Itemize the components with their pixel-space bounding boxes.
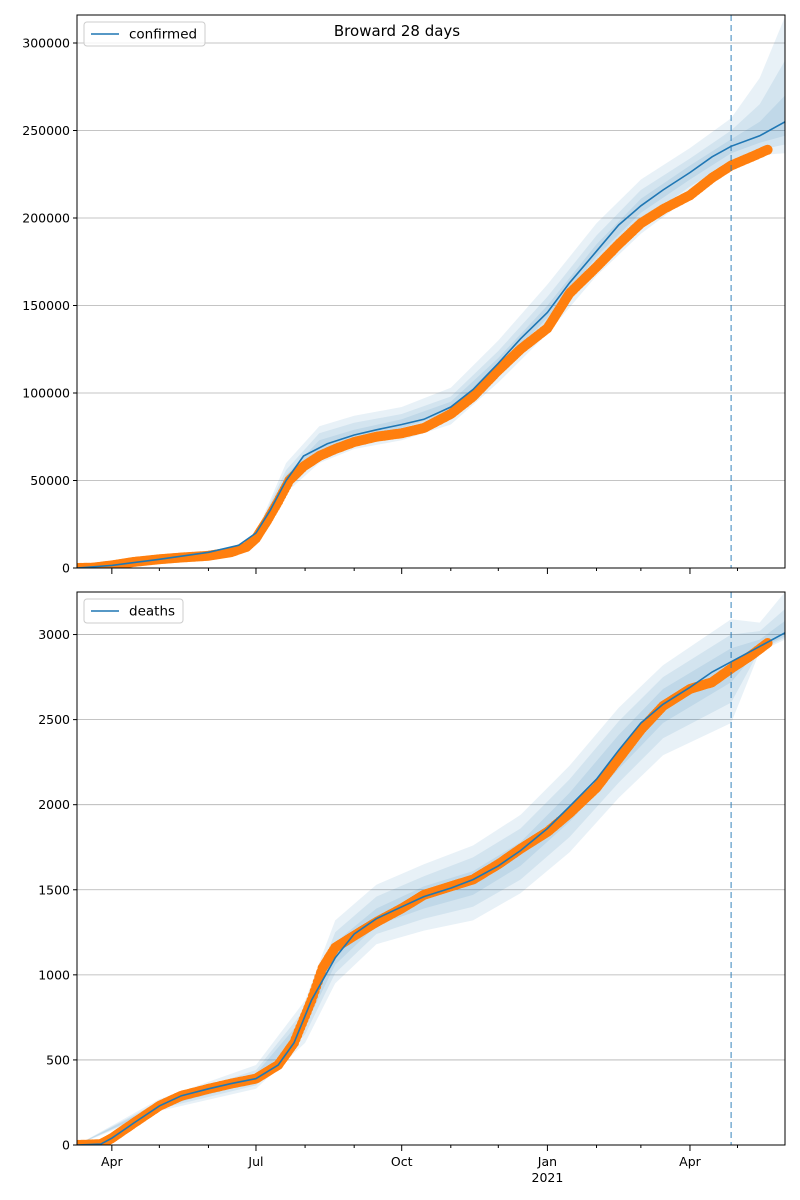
confidence-band bbox=[77, 620, 785, 1145]
y-tick-label: 1500 bbox=[38, 882, 70, 897]
model-line bbox=[77, 632, 785, 1145]
year-label: 2021 bbox=[532, 1170, 564, 1185]
y-tick-label: 2000 bbox=[38, 797, 70, 812]
y-tick-label: 500 bbox=[46, 1052, 70, 1067]
legend-box bbox=[83, 598, 184, 624]
figure-title: Broward 28 days bbox=[334, 22, 460, 40]
legend-label: confirmed bbox=[129, 27, 197, 43]
x-tick-label: Jan bbox=[537, 1154, 557, 1169]
y-tick-label: 50000 bbox=[30, 473, 70, 488]
plot-area bbox=[77, 15, 785, 568]
legend-box bbox=[83, 21, 206, 47]
y-tick-label: 3000 bbox=[38, 627, 70, 642]
axes-frame bbox=[76, 591, 786, 1146]
legend: confirmed bbox=[83, 21, 206, 47]
legend-label: deaths bbox=[129, 604, 175, 620]
observed-point bbox=[762, 144, 773, 155]
plot-area bbox=[77, 592, 785, 1145]
axes-frame bbox=[76, 14, 786, 569]
x-tick-label: Jul bbox=[247, 1154, 263, 1169]
y-tick-label: 250000 bbox=[22, 123, 70, 138]
y-tick-label: 0 bbox=[62, 1138, 70, 1153]
x-tick-label: Apr bbox=[101, 1154, 123, 1169]
confidence-band bbox=[77, 592, 785, 1145]
x-tick-label: Apr bbox=[679, 1154, 701, 1169]
confidence-band bbox=[77, 609, 785, 1145]
y-tick-label: 0 bbox=[62, 561, 70, 576]
model-line bbox=[77, 121, 785, 568]
confidence-band bbox=[256, 95, 785, 533]
y-tick-label: 300000 bbox=[22, 36, 70, 51]
legend: deaths bbox=[83, 598, 184, 624]
x-tick-label: Oct bbox=[391, 1154, 413, 1169]
deaths-panel: 0 500 1000 1500 2000 2500 3000 Apr Jul Oct Jan Apr 2… bbox=[38, 591, 786, 1185]
y-tick-label: 2500 bbox=[38, 712, 70, 727]
confirmed-panel: 0 50000 100000 150000 200000 250000 300000 conf… bbox=[22, 14, 786, 576]
y-tick-label: 1000 bbox=[38, 967, 70, 982]
y-tick-label: 100000 bbox=[22, 386, 70, 401]
y-tick-label: 150000 bbox=[22, 298, 70, 313]
y-tick-label: 200000 bbox=[22, 211, 70, 226]
